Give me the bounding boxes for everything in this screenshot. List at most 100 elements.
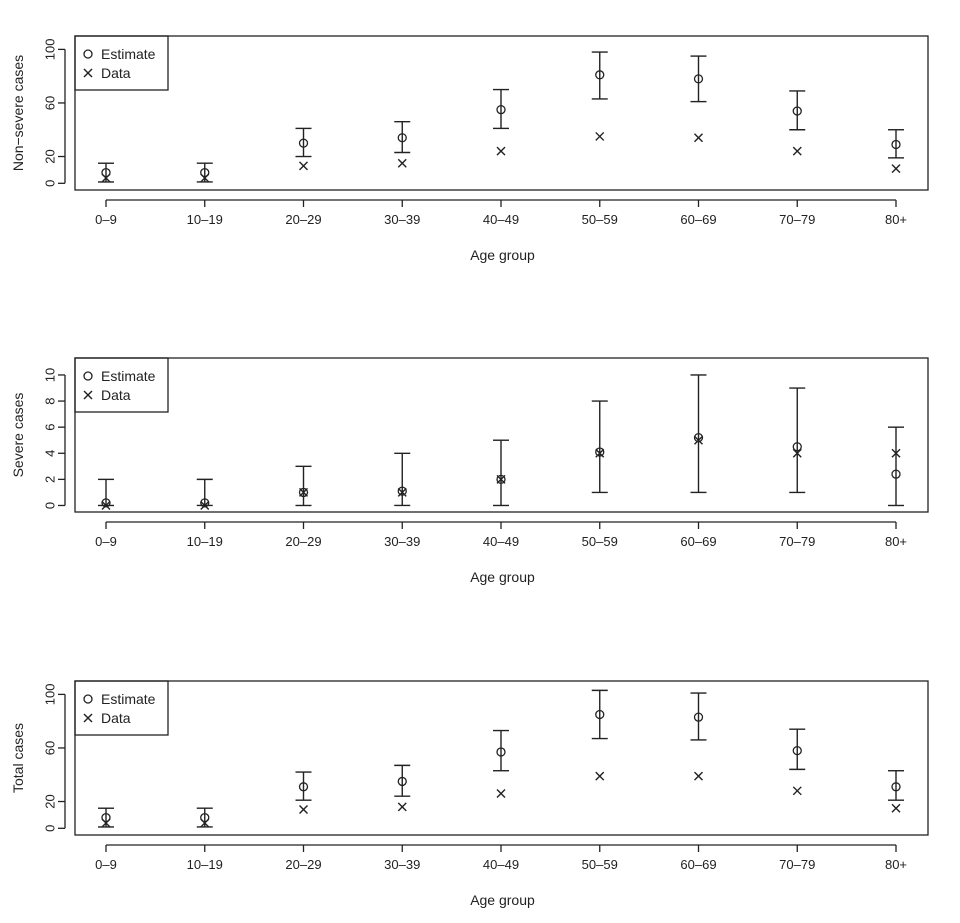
legend-estimate-label: Estimate: [101, 46, 156, 62]
data-point: [101, 173, 111, 183]
y-tick-label: 0: [43, 825, 58, 832]
x-tick-label: 40–49: [483, 212, 519, 227]
y-tick-label: 20: [43, 794, 58, 808]
x-tick-label: 80+: [885, 212, 907, 227]
data-point: [891, 448, 901, 458]
x-tick-label: 0–9: [95, 212, 117, 227]
x-tick-label: 40–49: [483, 857, 519, 872]
x-tick-label: 60–69: [680, 534, 716, 549]
estimate-point: [693, 74, 704, 84]
data-point-stroke: [101, 173, 111, 183]
data-point-stroke: [299, 487, 308, 497]
data-point-stroke: [792, 448, 802, 458]
y-axis-label: Total cases: [10, 723, 26, 793]
x-tick-label: 60–69: [680, 857, 716, 872]
y-axis-label: Non−severe cases: [10, 55, 26, 171]
data-point: [496, 788, 506, 798]
estimate-point: [496, 105, 506, 115]
y-tick-label: 8: [43, 397, 58, 404]
legend-estimate-marker: [83, 49, 93, 59]
data-point-stroke: [694, 133, 703, 143]
estimate-point: [101, 498, 111, 508]
estimate-point: [693, 712, 704, 722]
y-axis-label: Severe cases: [10, 393, 26, 478]
data-point-stroke: [595, 448, 605, 458]
data-point-stroke: [891, 164, 901, 174]
data-point-stroke: [397, 158, 407, 168]
data-point: [101, 818, 111, 828]
estimate-point: [496, 474, 506, 485]
data-point-stroke: [595, 771, 605, 781]
data-point: [200, 500, 210, 510]
estimate-point: [792, 442, 802, 452]
legend-data-marker: [83, 68, 93, 78]
x-tick-label: 80+: [885, 534, 907, 549]
data-point: [891, 164, 901, 174]
estimate-point: [298, 782, 309, 792]
data-point: [694, 771, 703, 781]
data-point-stroke: [595, 131, 605, 141]
panel-total-cases: 0 20 60 100 Total cases 0–9 10–19 20–29 30–39 40–…: [10, 680, 929, 908]
estimate-point: [792, 106, 802, 116]
data-point: [595, 771, 605, 781]
data-point-stroke: [792, 146, 802, 156]
x-tick-label: 30–39: [384, 212, 420, 227]
estimate-point: [397, 776, 407, 787]
data-point: [101, 500, 111, 510]
legend-estimate-label: Estimate: [101, 368, 156, 384]
x-tick-label: 20–29: [285, 857, 321, 872]
y-tick-label: 0: [43, 502, 58, 509]
data-point: [397, 487, 407, 497]
data-point: [792, 786, 802, 796]
data-point: [496, 474, 506, 484]
panel-severe-cases: 0 2 4 6 8 10 Severe cases 0–9 10–19 20–29 30–39 40–…: [10, 357, 929, 585]
x-tick-label: 0–9: [95, 534, 117, 549]
data-point-stroke: [496, 474, 506, 484]
data-point: [397, 158, 407, 168]
x-tick-label: 50–59: [582, 212, 618, 227]
x-tick-label: 10–19: [187, 857, 223, 872]
legend-estimate-marker: [83, 371, 93, 381]
y-tick-label: 100: [43, 39, 58, 61]
data-point-stroke: [397, 802, 407, 812]
legend-data-marker: [83, 713, 93, 723]
x-tick-label: 50–59: [582, 857, 618, 872]
x-tick-label: 30–39: [384, 534, 420, 549]
data-point-stroke: [694, 771, 703, 781]
data-point-stroke: [200, 500, 210, 510]
panel-non-severe-cases: 0 20 60 100 Non−severe cases 0–9 10–19 20–29 30–…: [10, 35, 929, 263]
estimate-point: [397, 133, 407, 143]
data-point-stroke: [397, 487, 407, 497]
x-axis-label: Age group: [470, 569, 535, 585]
x-tick-label: 70–79: [779, 212, 815, 227]
data-point: [694, 133, 703, 143]
data-point-stroke: [200, 818, 210, 828]
estimate-point: [891, 139, 901, 150]
data-point-stroke: [496, 788, 506, 798]
estimate-point: [792, 745, 802, 756]
estimate-point: [298, 138, 309, 148]
legend-data-marker: [83, 390, 93, 400]
data-point-stroke: [200, 173, 210, 183]
plot-frame: [74, 357, 929, 513]
estimate-point: [595, 447, 605, 457]
x-tick-label: 40–49: [483, 534, 519, 549]
estimate-point: [101, 812, 111, 823]
data-point: [496, 146, 506, 156]
data-point: [200, 173, 210, 183]
data-point: [200, 818, 210, 828]
y-tick-label: 60: [43, 96, 58, 110]
data-point-stroke: [496, 146, 506, 156]
data-point-stroke: [891, 803, 901, 813]
data-point: [299, 805, 308, 815]
data-point: [891, 803, 901, 813]
estimate-point: [595, 709, 605, 720]
x-tick-label: 30–39: [384, 857, 420, 872]
data-point: [397, 802, 407, 812]
y-tick-label: 2: [43, 476, 58, 483]
x-axis-label: Age group: [470, 247, 535, 263]
legend: Estimate Data: [74, 35, 169, 91]
x-tick-label: 10–19: [187, 534, 223, 549]
data-point-stroke: [299, 161, 308, 171]
